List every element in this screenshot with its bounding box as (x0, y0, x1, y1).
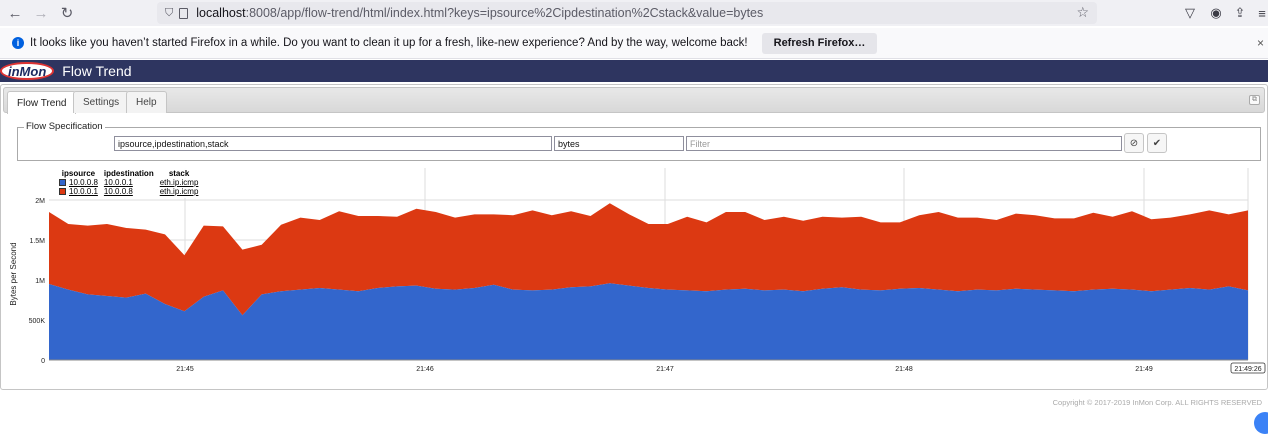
apply-button[interactable]: ✔ (1147, 133, 1167, 153)
trend-chart: 0 500K 1M 1.5M 2M 21:45 21:46 21:47 21:48 21:49 21… (0, 168, 1268, 378)
legend-header-ipdestination: ipdestination (103, 169, 154, 178)
clear-button[interactable]: ⊘ (1124, 133, 1144, 153)
url-bar[interactable]: ⛉ localhost:8008/app/flow-trend/html/ind… (157, 2, 1097, 24)
info-icon: i (12, 37, 24, 49)
y-tick-label: 1.5M (29, 238, 45, 245)
legend-cell-stack[interactable]: eth.ip.icmp (159, 187, 199, 196)
legend-cell-destination[interactable]: 10.0.0.1 (103, 178, 133, 187)
browser-toolbar: ← → ↻ ⛉ localhost:8008/app/flow-trend/ht… (0, 0, 1268, 26)
copyright: Copyright © 2017-2019 InMon Corp. ALL RI… (1052, 398, 1262, 407)
notification-bar: i It looks like you haven’t started Fire… (0, 28, 1268, 59)
url-text[interactable]: localhost:8008/app/flow-trend/html/index… (196, 6, 763, 20)
x-tick-label: 21:46 (416, 366, 434, 373)
url-host: localhost (196, 6, 246, 20)
legend-source-value: 10.0.0.1 (69, 187, 98, 196)
notification-message: It looks like you haven’t started Firefo… (30, 37, 748, 49)
legend-header-ipsource: ipsource (61, 169, 96, 178)
expand-icon[interactable]: ⧉ (1249, 95, 1260, 105)
inmon-logo: inMon (0, 62, 55, 80)
y-tick-label: 2M (35, 198, 45, 205)
refresh-firefox-button[interactable]: Refresh Firefox… (761, 32, 878, 54)
x-tick-label-box (1230, 362, 1266, 374)
close-icon[interactable]: × (1256, 36, 1264, 50)
filter-input[interactable]: Filter (686, 136, 1122, 151)
menu-icon[interactable]: ≡ (1258, 5, 1266, 21)
trend-chart-svg: 0 500K 1M 1.5M 2M 21:45 21:46 21:47 21:48 21:49 21… (9, 168, 1266, 374)
legend-cell-destination[interactable]: 10.0.0.8 (103, 187, 133, 196)
x-tick-label: 21:49:26 (1234, 366, 1261, 373)
url-path: :8008/app/flow-trend/html/index.html?key… (245, 6, 764, 20)
keys-input[interactable]: ipsource,ipdestination,stack (114, 136, 552, 151)
back-icon[interactable]: ← (7, 4, 23, 22)
assistant-bubble-icon[interactable] (1254, 412, 1268, 434)
forward-icon[interactable]: → (33, 4, 49, 22)
y-tick-label: 500K (29, 318, 46, 325)
reload-icon[interactable]: ↻ (60, 5, 74, 22)
series-area-red (49, 203, 1248, 316)
legend-row[interactable]: 10.0.0.1 10.0.0.8 eth.ip.icmp (56, 187, 201, 196)
legend-source-value: 10.0.0.8 (69, 178, 98, 187)
legend-row[interactable]: 10.0.0.8 10.0.0.1 eth.ip.icmp (56, 178, 201, 187)
tab-flow-trend[interactable]: Flow Trend (7, 91, 77, 114)
tab-bar: Flow Trend Settings Help ⧉ (3, 87, 1265, 114)
legend-header-stack: stack (168, 169, 190, 178)
extensions-icon[interactable]: ⇪ (1234, 5, 1246, 20)
shield-icon[interactable]: ⛉ (165, 6, 174, 19)
legend-cell-source[interactable]: 10.0.0.8 (56, 178, 101, 187)
page-icon[interactable] (179, 7, 189, 19)
legend-cell-source[interactable]: 10.0.0.1 (56, 187, 101, 196)
bookmark-star-icon[interactable]: ☆ (1076, 4, 1089, 20)
x-tick-label: 21:48 (895, 366, 913, 373)
flow-specification: Flow Specification ipsource,ipdestinatio… (17, 121, 1261, 161)
legend-cell-stack[interactable]: eth.ip.icmp (159, 178, 199, 187)
tab-help[interactable]: Help (126, 91, 167, 113)
x-tick-label: 21:49 (1135, 366, 1153, 373)
x-tick-label: 21:47 (656, 366, 674, 373)
y-tick-label: 0 (41, 358, 45, 365)
x-tick-label: 21:45 (176, 366, 194, 373)
app-header: inMon Flow Trend (0, 60, 1268, 82)
series-area-blue (49, 283, 1248, 360)
account-icon[interactable]: ◉ (1210, 5, 1222, 20)
chart-legend: ipsource ipdestination stack 10.0.0.8 10… (53, 167, 205, 198)
legend-swatch-blue (59, 179, 66, 187)
y-tick-label: 1M (35, 278, 45, 285)
chart-legend-table: ipsource ipdestination stack 10.0.0.8 10… (56, 169, 201, 196)
flow-specification-legend: Flow Specification (24, 121, 105, 132)
app-title: Flow Trend (62, 63, 132, 79)
value-input[interactable]: bytes (554, 136, 684, 151)
y-axis-label: Bytes per Second (9, 242, 18, 305)
tab-settings[interactable]: Settings (73, 91, 130, 113)
pocket-icon[interactable]: ▽ (1185, 5, 1195, 20)
legend-swatch-red (59, 188, 66, 196)
